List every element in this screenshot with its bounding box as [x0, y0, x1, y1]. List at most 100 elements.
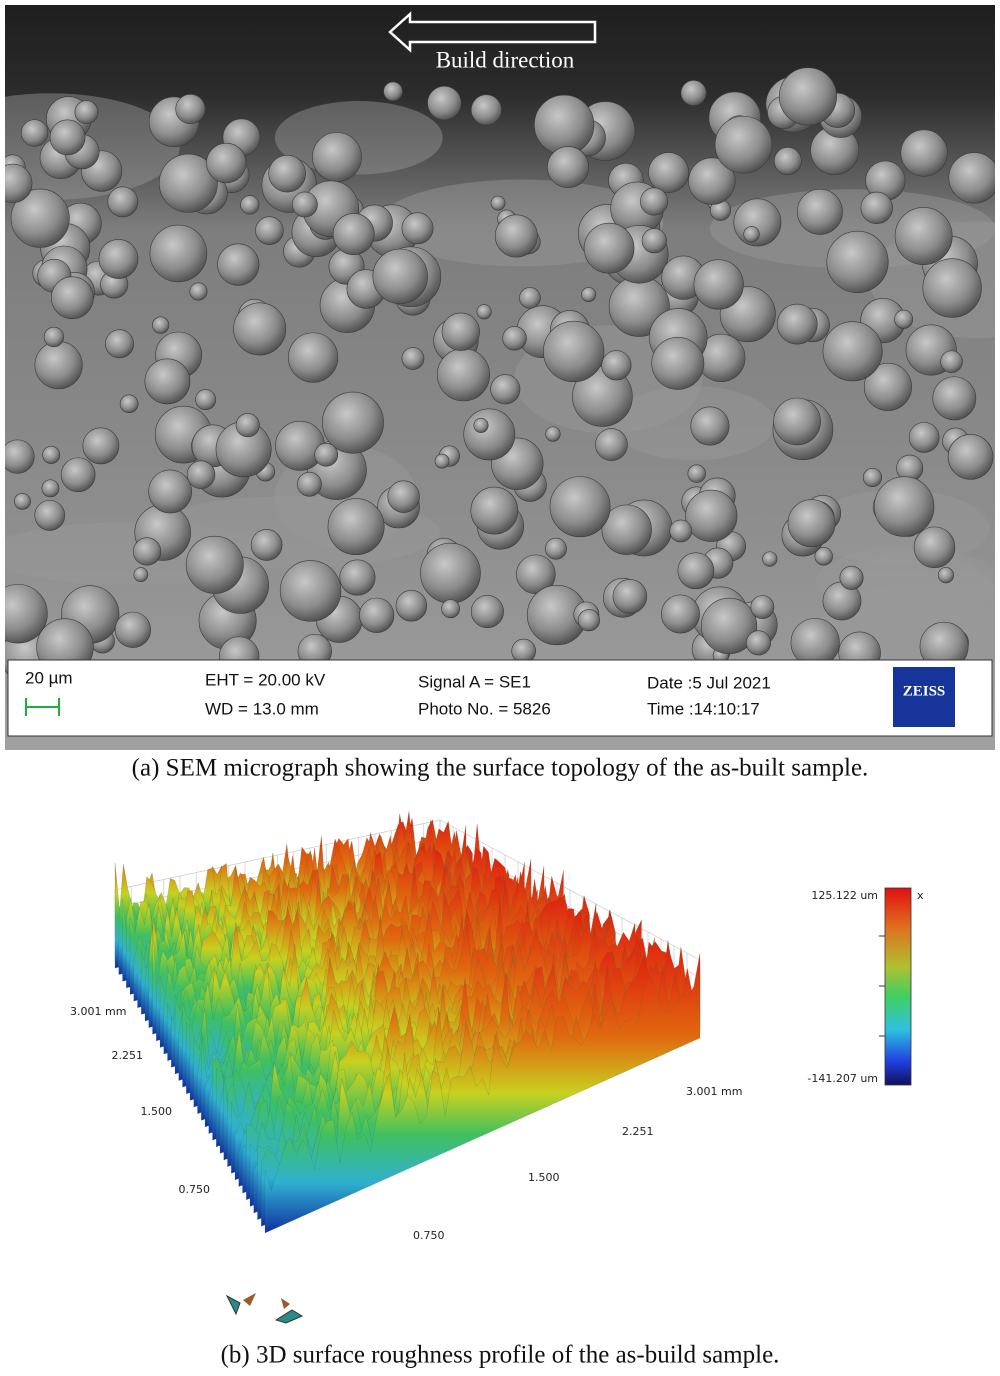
powder-particle	[148, 469, 193, 514]
powder-particle	[255, 216, 284, 245]
powder-particle	[700, 597, 758, 655]
powder-particle	[107, 186, 139, 218]
powder-particle	[322, 391, 384, 454]
powder-particle	[41, 479, 60, 498]
powder-particle	[688, 157, 736, 205]
powder-particle	[275, 420, 325, 471]
powder-particle	[34, 500, 66, 531]
powder-particle	[601, 504, 652, 555]
wd: WD = 13.0 mm	[205, 699, 319, 718]
powder-particle	[922, 258, 982, 318]
powder-particle	[60, 457, 96, 493]
powder-particle	[583, 222, 635, 274]
powder-particle	[745, 630, 771, 656]
powder-particle	[476, 304, 492, 320]
annotation: Build direction	[436, 47, 575, 72]
powder-particle	[42, 445, 61, 464]
powder-particle	[463, 408, 516, 461]
powder-particle	[685, 489, 738, 542]
scale-bar	[25, 698, 60, 716]
powder-particle	[20, 119, 49, 147]
powder-particle	[545, 426, 561, 442]
powder-particle	[494, 214, 538, 258]
powder-particle	[490, 195, 506, 211]
powder-particle	[332, 213, 375, 256]
powder-particle	[144, 358, 191, 405]
powder-particle	[240, 195, 260, 215]
powder-particle	[441, 599, 460, 619]
powder-particle	[690, 406, 730, 446]
powder-particle	[470, 486, 519, 535]
powder-particle	[863, 362, 912, 411]
powder-particle	[441, 312, 480, 351]
powder-particle	[545, 537, 567, 560]
info-bar	[7, 659, 993, 737]
powder-particle	[894, 309, 914, 329]
eht: EHT = 20.00 kV	[205, 670, 326, 689]
powder-particle	[641, 228, 667, 254]
powder-particle	[750, 595, 775, 619]
powder-particle	[185, 535, 244, 594]
powder-particle	[860, 191, 893, 225]
x-axis-label: 0.750	[413, 1229, 445, 1242]
powder-particle	[233, 302, 287, 356]
x-axis-label: 3.001 mm	[686, 1085, 742, 1098]
powder-particle	[940, 350, 963, 373]
powder-particle	[5, 439, 35, 474]
powder-particle	[436, 348, 490, 402]
powder-particle	[359, 597, 395, 633]
date: Date :5 Jul 2021	[647, 673, 771, 692]
colorbar-max: 125.122 um	[811, 889, 878, 902]
powder-particle	[874, 476, 935, 537]
powder-particle	[395, 589, 428, 622]
powder-particle	[648, 152, 689, 193]
colorbar-unit: x	[917, 889, 924, 902]
caption-a: (a) SEM micrograph showing the surface t…	[132, 755, 869, 782]
powder-particle	[291, 191, 318, 218]
powder-particle	[519, 287, 541, 309]
powder-particle	[470, 595, 504, 629]
powder-particle	[250, 529, 283, 561]
powder-particle	[34, 341, 83, 390]
powder-particle	[743, 226, 760, 243]
powder-particle	[401, 212, 434, 245]
y-axis-label: 2.251	[112, 1049, 144, 1062]
powder-particle	[434, 453, 450, 469]
powder-particle	[133, 567, 149, 583]
powder-particle	[235, 413, 260, 438]
powder-particle	[387, 480, 420, 513]
powder-particle	[612, 579, 648, 614]
powder-particle	[50, 276, 94, 320]
powder-particle	[43, 326, 65, 348]
powder-particle	[651, 336, 705, 390]
y-axis-label: 1.500	[141, 1105, 173, 1118]
powder-particle	[217, 243, 260, 286]
powder-particle	[279, 560, 342, 622]
powder-particle	[693, 259, 744, 310]
powder-particle	[913, 526, 956, 569]
direction-arrow	[388, 11, 597, 53]
surface-strip	[264, 953, 701, 1234]
powder-particle	[862, 467, 883, 488]
powder-particle	[776, 303, 818, 345]
powder-particle	[186, 460, 216, 489]
x-axis-label: 2.251	[622, 1125, 654, 1138]
powder-particle	[195, 389, 217, 411]
powder-particle	[894, 207, 953, 265]
powder-particle	[839, 565, 864, 590]
surface-plot	[114, 811, 701, 1234]
photo-number: Photo No. = 5826	[418, 699, 551, 718]
powder-particle	[189, 282, 208, 301]
powder-particle	[268, 154, 306, 193]
caption-b: (b) 3D surface roughness profile of the …	[221, 1342, 780, 1369]
powder-particle	[149, 224, 208, 283]
powder-particle	[687, 464, 706, 483]
powder-particle	[932, 376, 977, 421]
powder-particle	[543, 320, 605, 383]
powder-particle	[547, 146, 589, 189]
powder-particle	[900, 129, 948, 177]
powder-particle	[490, 374, 521, 405]
scale-label: 20 µm	[25, 668, 73, 687]
powder-particle	[327, 498, 385, 556]
